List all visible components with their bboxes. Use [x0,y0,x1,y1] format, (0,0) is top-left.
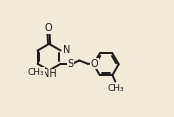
Text: S: S [68,59,74,69]
Text: N: N [63,45,70,55]
Text: O: O [91,58,99,69]
Text: CH₃: CH₃ [107,84,124,93]
Text: O: O [45,24,52,33]
Text: CH₃: CH₃ [28,68,44,77]
Text: NH: NH [42,69,57,79]
